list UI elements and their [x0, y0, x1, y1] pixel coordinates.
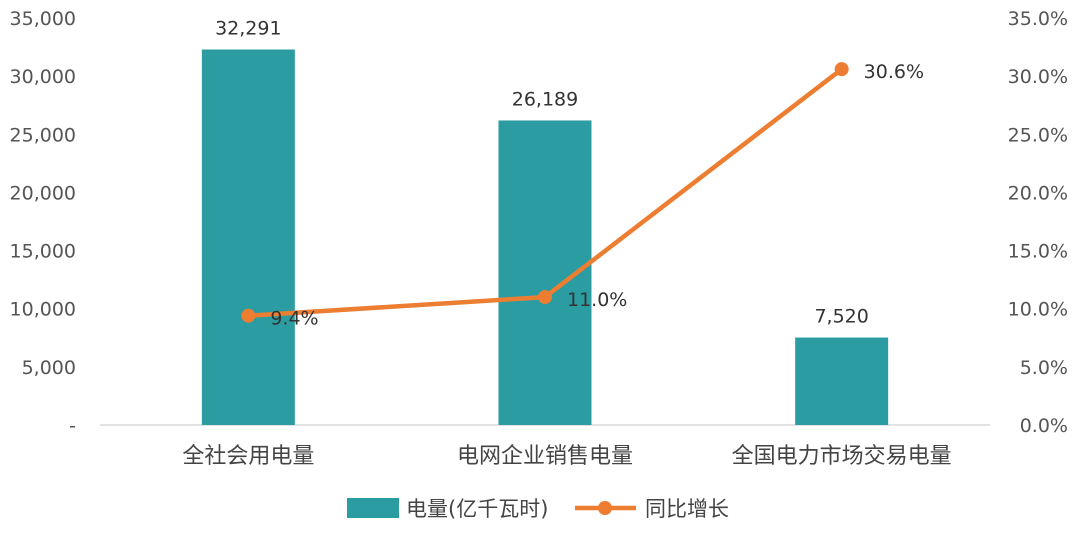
line-point	[834, 62, 849, 77]
bar-data-label: 26,189	[512, 88, 578, 110]
bar	[795, 337, 889, 425]
line-data-label: 9.4%	[270, 308, 318, 330]
left-tick-label: -	[69, 415, 76, 437]
category-labels: 全社会用电量 电网企业销售电量 全国电力市场交易电量	[182, 444, 951, 469]
category-label: 全国电力市场交易电量	[732, 444, 952, 469]
left-tick-label: 25,000	[10, 124, 76, 146]
right-tick-label: 30.0%	[1008, 66, 1068, 88]
left-tick-label: 15,000	[10, 241, 76, 263]
category-label: 全社会用电量	[182, 444, 314, 469]
bar-data-labels: 32,291 26,189 7,520	[215, 18, 869, 328]
growth-line-series: 9.4% 11.0% 30.6%	[241, 61, 924, 330]
legend-bar-swatch	[347, 498, 399, 518]
line-data-label: 30.6%	[864, 61, 924, 83]
right-axis-ticks: 0.0% 5.0% 10.0% 15.0% 20.0% 25.0% 30.0% 35.0%	[1008, 8, 1068, 437]
left-tick-label: 5,000	[22, 357, 76, 379]
left-tick-label: 10,000	[10, 299, 76, 321]
legend: 电量(亿千瓦时) 同比增长	[347, 497, 729, 521]
right-tick-label: 25.0%	[1008, 124, 1068, 146]
line-point	[538, 290, 552, 305]
bar	[201, 49, 295, 425]
right-tick-label: 35.0%	[1008, 8, 1068, 30]
bar-data-label: 32,291	[215, 18, 281, 40]
legend-line-label: 同比增长	[645, 497, 729, 521]
right-tick-label: 0.0%	[1020, 415, 1068, 437]
bar-data-label: 7,520	[814, 306, 868, 328]
left-tick-label: 30,000	[10, 66, 76, 88]
line-point	[241, 308, 256, 323]
right-tick-label: 10.0%	[1008, 299, 1068, 321]
left-tick-label: 35,000	[10, 8, 76, 30]
line-data-label: 11.0%	[567, 289, 627, 311]
legend-bar-label: 电量(亿千瓦时)	[406, 497, 548, 521]
left-tick-label: 20,000	[10, 182, 76, 204]
category-label: 电网企业销售电量	[457, 444, 633, 469]
right-tick-label: 5.0%	[1020, 357, 1068, 379]
right-tick-label: 20.0%	[1008, 182, 1068, 204]
right-tick-label: 15.0%	[1008, 241, 1068, 263]
left-axis-ticks: - 5,000 10,000 15,000 20,000 25,000 30,000 35,0…	[10, 8, 76, 437]
bars	[201, 49, 889, 425]
legend-line-marker	[598, 501, 612, 515]
